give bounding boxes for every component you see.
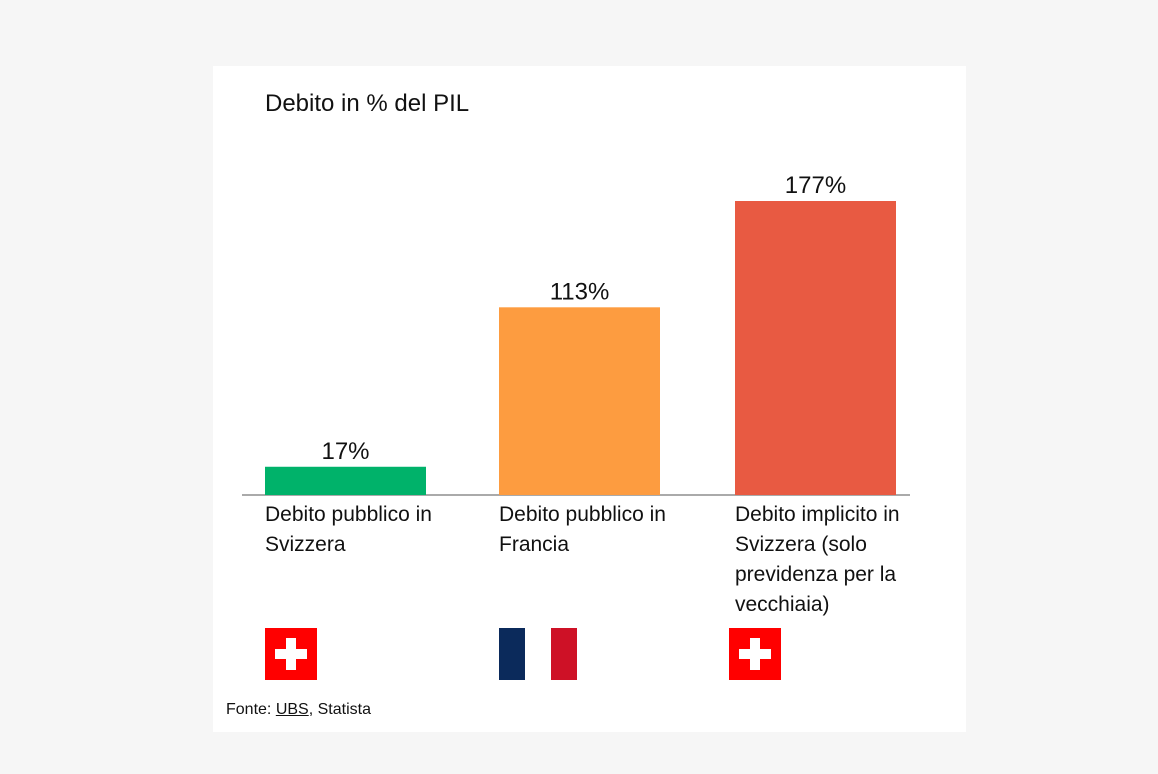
source-rest: , Statista xyxy=(308,701,371,718)
bar xyxy=(265,466,426,495)
value-label: 177% xyxy=(785,172,846,199)
category-label: Debito pubblico in Svizzera xyxy=(265,503,432,556)
source-link[interactable]: UBS xyxy=(275,701,309,718)
category-label: Debito pubblico in Francia xyxy=(499,503,666,556)
chart-title: Debito in % del PIL xyxy=(265,90,470,117)
source-prefix: Fonte: xyxy=(226,701,272,718)
value-label: 113% xyxy=(550,278,610,305)
chart-card: Debito in % del PIL 17% 113% 177% Fonte: U… xyxy=(213,66,966,732)
bar xyxy=(735,201,896,495)
swiss-flag xyxy=(729,628,781,680)
bar xyxy=(499,307,660,495)
swiss-flag xyxy=(265,628,317,680)
source: Fonte: UBS, Statista xyxy=(226,701,371,719)
chart: 17% 113% 177% xyxy=(242,172,910,496)
value-label: 17% xyxy=(321,438,369,465)
category-label: Debito implicito in Svizzera (solo previ… xyxy=(735,503,900,616)
french-flag xyxy=(499,628,577,680)
